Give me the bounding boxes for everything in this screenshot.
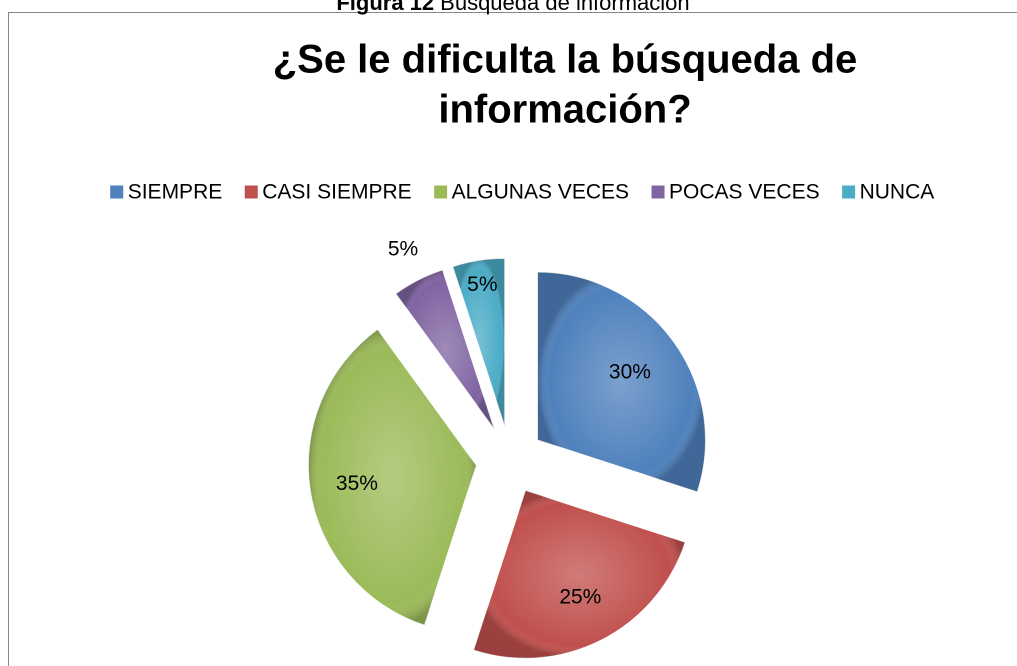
legend-label: NUNCA <box>860 181 935 204</box>
data-label: 30% <box>609 360 651 383</box>
legend-label: ALGUNAS VECES <box>452 181 629 204</box>
data-label: 5% <box>388 238 418 261</box>
caption-label: Figura 12 <box>336 0 434 15</box>
chart-title: ¿Se le dificulta la búsqueda de <box>273 38 858 82</box>
legend-swatch <box>109 184 125 200</box>
figure-caption: Figura 12 Búsqueda de información <box>336 0 689 15</box>
legend-swatch <box>243 184 259 200</box>
caption-text: Búsqueda de información <box>440 0 690 15</box>
chart-title: información? <box>438 88 691 132</box>
legend-swatch <box>433 184 449 200</box>
legend-label: CASI SIEMPRE <box>262 181 411 204</box>
data-label: 35% <box>336 472 378 495</box>
legend-label: SIEMPRE <box>128 181 223 204</box>
legend-swatch <box>650 184 666 200</box>
legend-swatch <box>841 184 857 200</box>
legend-label: POCAS VECES <box>669 181 820 204</box>
data-label: 5% <box>467 273 497 296</box>
data-label: 25% <box>559 586 601 609</box>
legend: SIEMPRE CASI SIEMPRE ALGUNAS VECES POCAS VE… <box>109 181 935 204</box>
